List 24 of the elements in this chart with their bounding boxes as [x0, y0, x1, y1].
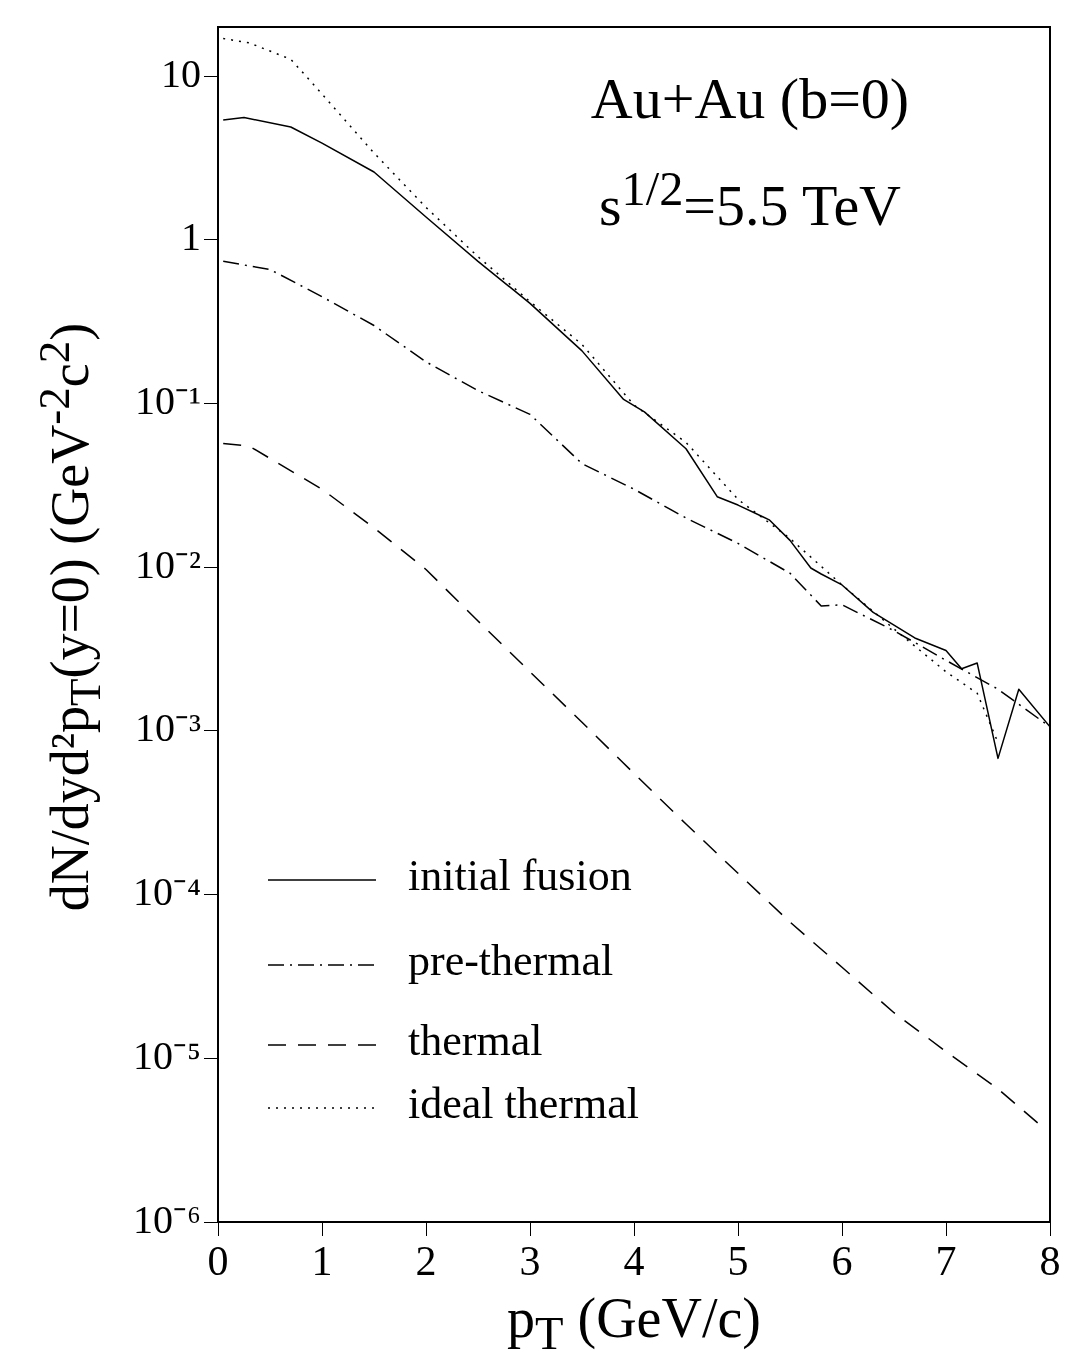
legend-label: initial fusion: [408, 850, 632, 901]
x-axis-title: p$_{T}$ (GeV/c): [507, 1287, 761, 1360]
x-tick-label: 5: [727, 1238, 749, 1285]
x-tick-label: 7: [935, 1238, 957, 1285]
x-tick-label: 8: [1039, 1238, 1061, 1285]
legend-label: ideal thermal: [408, 1078, 639, 1129]
x-tick-label: 0: [207, 1238, 229, 1285]
legend-label: thermal: [408, 1015, 543, 1066]
y-tick-label: 1: [181, 214, 201, 260]
annotation: Au+Au (b=0): [590, 66, 910, 131]
y-tick-label: 10⁻³: [135, 705, 201, 751]
x-tick-label: 2: [415, 1238, 437, 1285]
x-tick-label: 6: [831, 1238, 853, 1285]
y-tick-label: 10⁻⁴: [133, 869, 201, 915]
annotation: s$^{1/2}$=5.5 TeV: [598, 162, 902, 239]
y-tick-label: 10: [161, 50, 201, 96]
y-tick-label: 10⁻¹: [135, 378, 201, 424]
y-tick-label: 10⁻⁵: [133, 1032, 201, 1078]
x-tick-label: 4: [623, 1238, 645, 1285]
x-tick-label: 1: [311, 1238, 333, 1285]
x-tick-label: 3: [519, 1238, 541, 1285]
y-tick-label: 10⁻⁶: [133, 1196, 201, 1242]
y-tick-label: 10⁻²: [135, 541, 201, 587]
legend-label: pre-thermal: [408, 935, 614, 986]
